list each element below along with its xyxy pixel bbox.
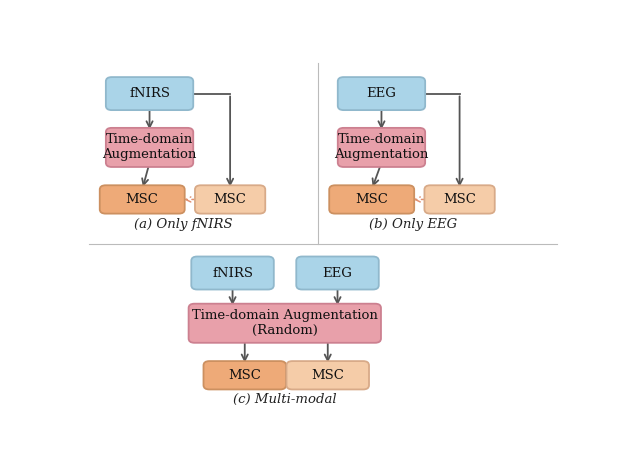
FancyBboxPatch shape	[192, 256, 274, 289]
Text: (c) Multi-modal: (c) Multi-modal	[233, 393, 336, 406]
FancyBboxPatch shape	[106, 77, 193, 110]
Text: MSC: MSC	[126, 193, 159, 206]
FancyBboxPatch shape	[338, 77, 425, 110]
Text: fNIRS: fNIRS	[129, 87, 170, 100]
FancyBboxPatch shape	[425, 185, 495, 213]
Text: Time-domain
Augmentation: Time-domain Augmentation	[102, 133, 197, 161]
Text: MSC: MSC	[355, 193, 388, 206]
FancyBboxPatch shape	[203, 361, 286, 390]
Text: MSC: MSC	[443, 193, 476, 206]
FancyBboxPatch shape	[195, 185, 265, 213]
Text: MSC: MSC	[311, 369, 344, 382]
FancyBboxPatch shape	[338, 128, 425, 167]
Text: (a) Only fNIRS: (a) Only fNIRS	[134, 218, 233, 231]
Text: (b) Only EEG: (b) Only EEG	[369, 218, 457, 231]
FancyBboxPatch shape	[100, 185, 185, 213]
Text: Time-domain
Augmentation: Time-domain Augmentation	[335, 133, 428, 161]
Text: fNIRS: fNIRS	[212, 267, 253, 280]
FancyBboxPatch shape	[106, 128, 193, 167]
FancyBboxPatch shape	[296, 256, 379, 289]
Text: MSC: MSC	[214, 193, 246, 206]
Text: MSC: MSC	[228, 369, 261, 382]
Text: Time-domain Augmentation
(Random): Time-domain Augmentation (Random)	[192, 309, 378, 337]
Text: EEG: EEG	[367, 87, 396, 100]
FancyBboxPatch shape	[329, 185, 414, 213]
FancyBboxPatch shape	[287, 361, 369, 390]
FancyBboxPatch shape	[188, 304, 381, 343]
Text: EEG: EEG	[323, 267, 352, 280]
